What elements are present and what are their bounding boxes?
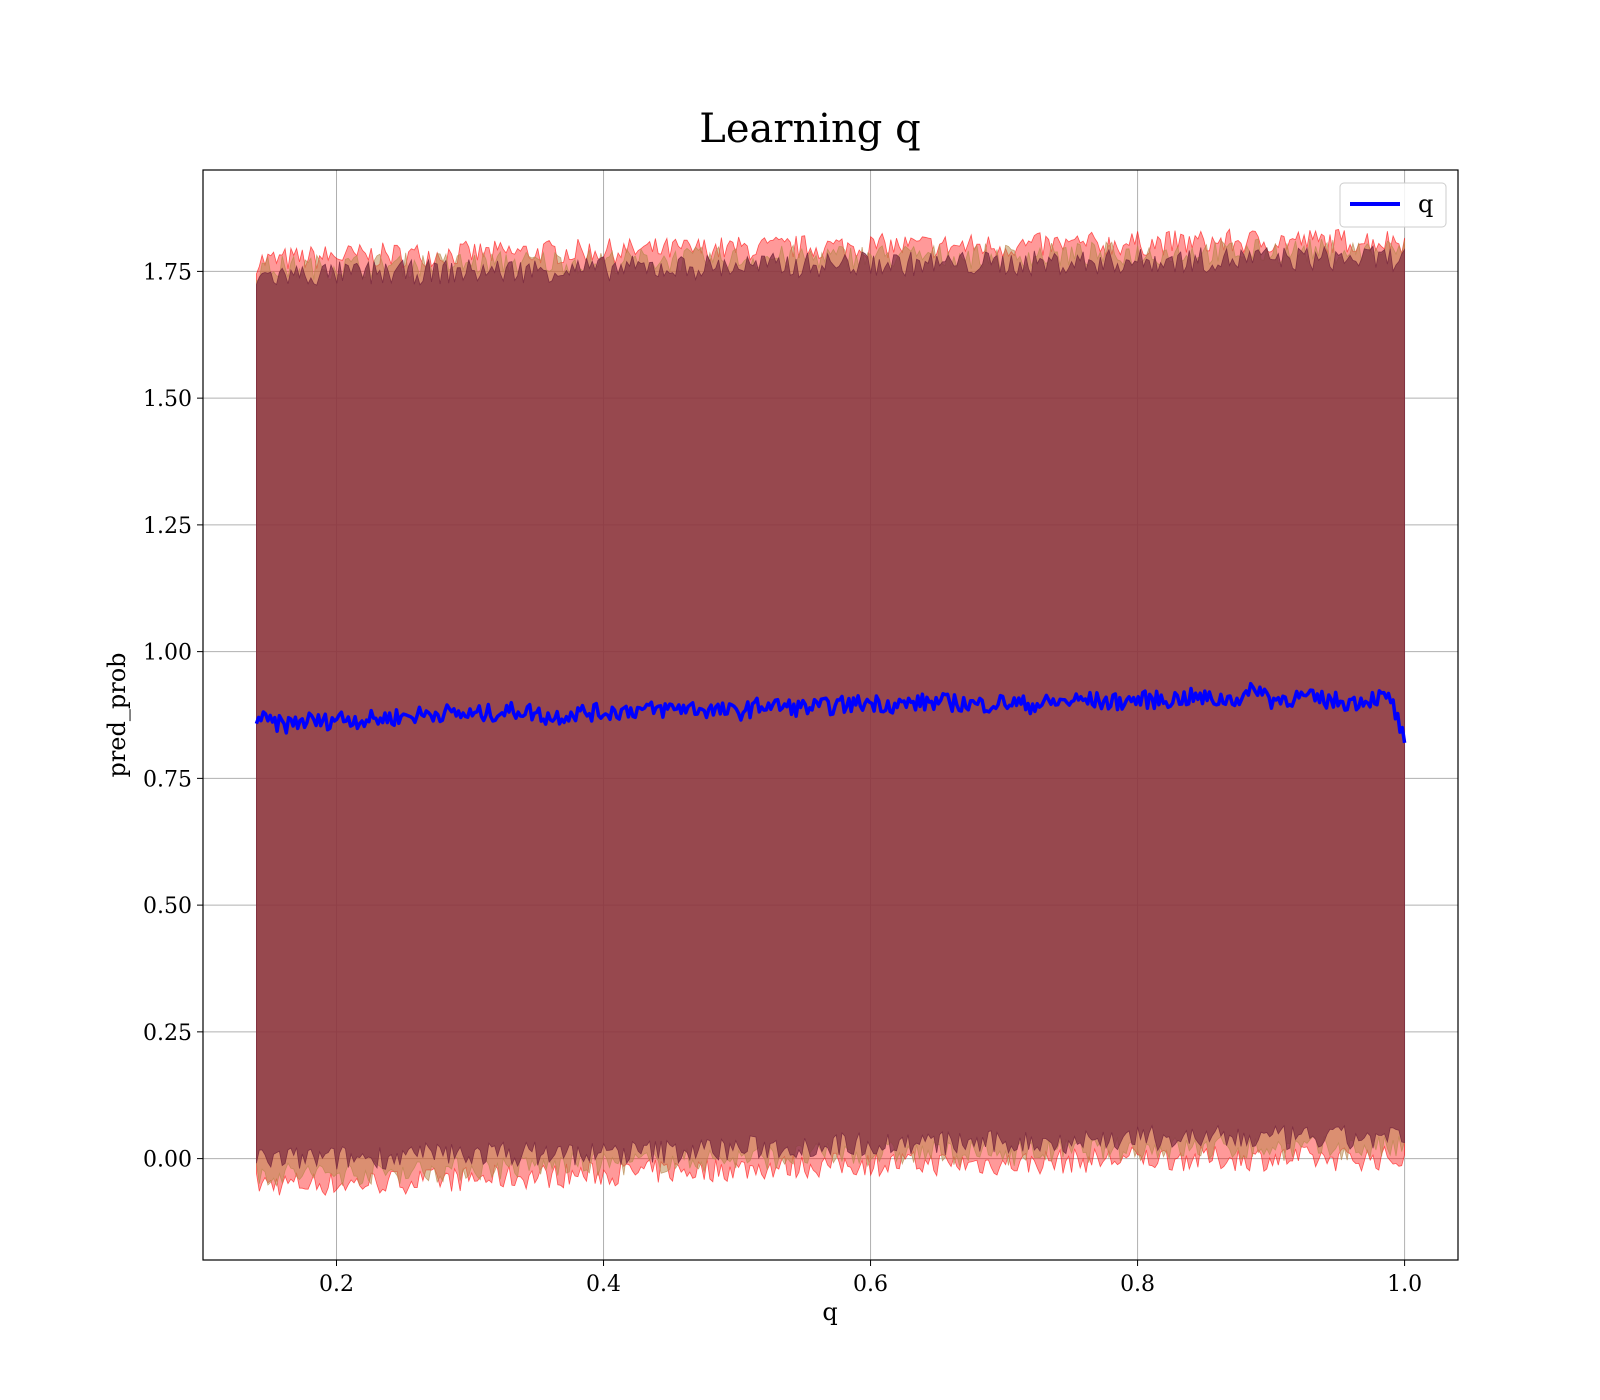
- x-tick-label: 0.6: [853, 1272, 888, 1297]
- x-tick-label: 0.8: [1120, 1272, 1155, 1297]
- series-lines: [254, 681, 1407, 744]
- chart-title: Learning q: [699, 106, 920, 152]
- y-tick-label: 1.50: [143, 387, 192, 412]
- y-ticks: 0.00 0.25 0.50 0.75 1.00 1.25 1.50 1.75: [143, 260, 203, 1173]
- x-tick-label: 0.2: [319, 1272, 354, 1297]
- y-tick-label: 0.00: [143, 1148, 192, 1173]
- y-tick-label: 1.00: [143, 641, 192, 666]
- x-tick-label: 1.0: [1387, 1272, 1422, 1297]
- y-tick-label: 0.75: [143, 767, 192, 792]
- series-line-q: [254, 681, 1407, 744]
- x-axis-label: q: [822, 1298, 837, 1326]
- y-tick-label: 0.50: [143, 894, 192, 919]
- y-tick-label: 1.25: [143, 514, 192, 539]
- y-axis-label: pred_prob: [103, 652, 131, 777]
- legend: q: [1339, 182, 1447, 228]
- x-tick-label: 0.4: [586, 1272, 621, 1297]
- legend-label-q: q: [1418, 190, 1433, 218]
- y-tick-label: 1.75: [143, 260, 192, 285]
- plot-frame: [202, 169, 1459, 1261]
- y-tick-label: 0.25: [143, 1021, 192, 1046]
- x-ticks: 0.2 0.4 0.6 0.8 1.0: [319, 1260, 1422, 1297]
